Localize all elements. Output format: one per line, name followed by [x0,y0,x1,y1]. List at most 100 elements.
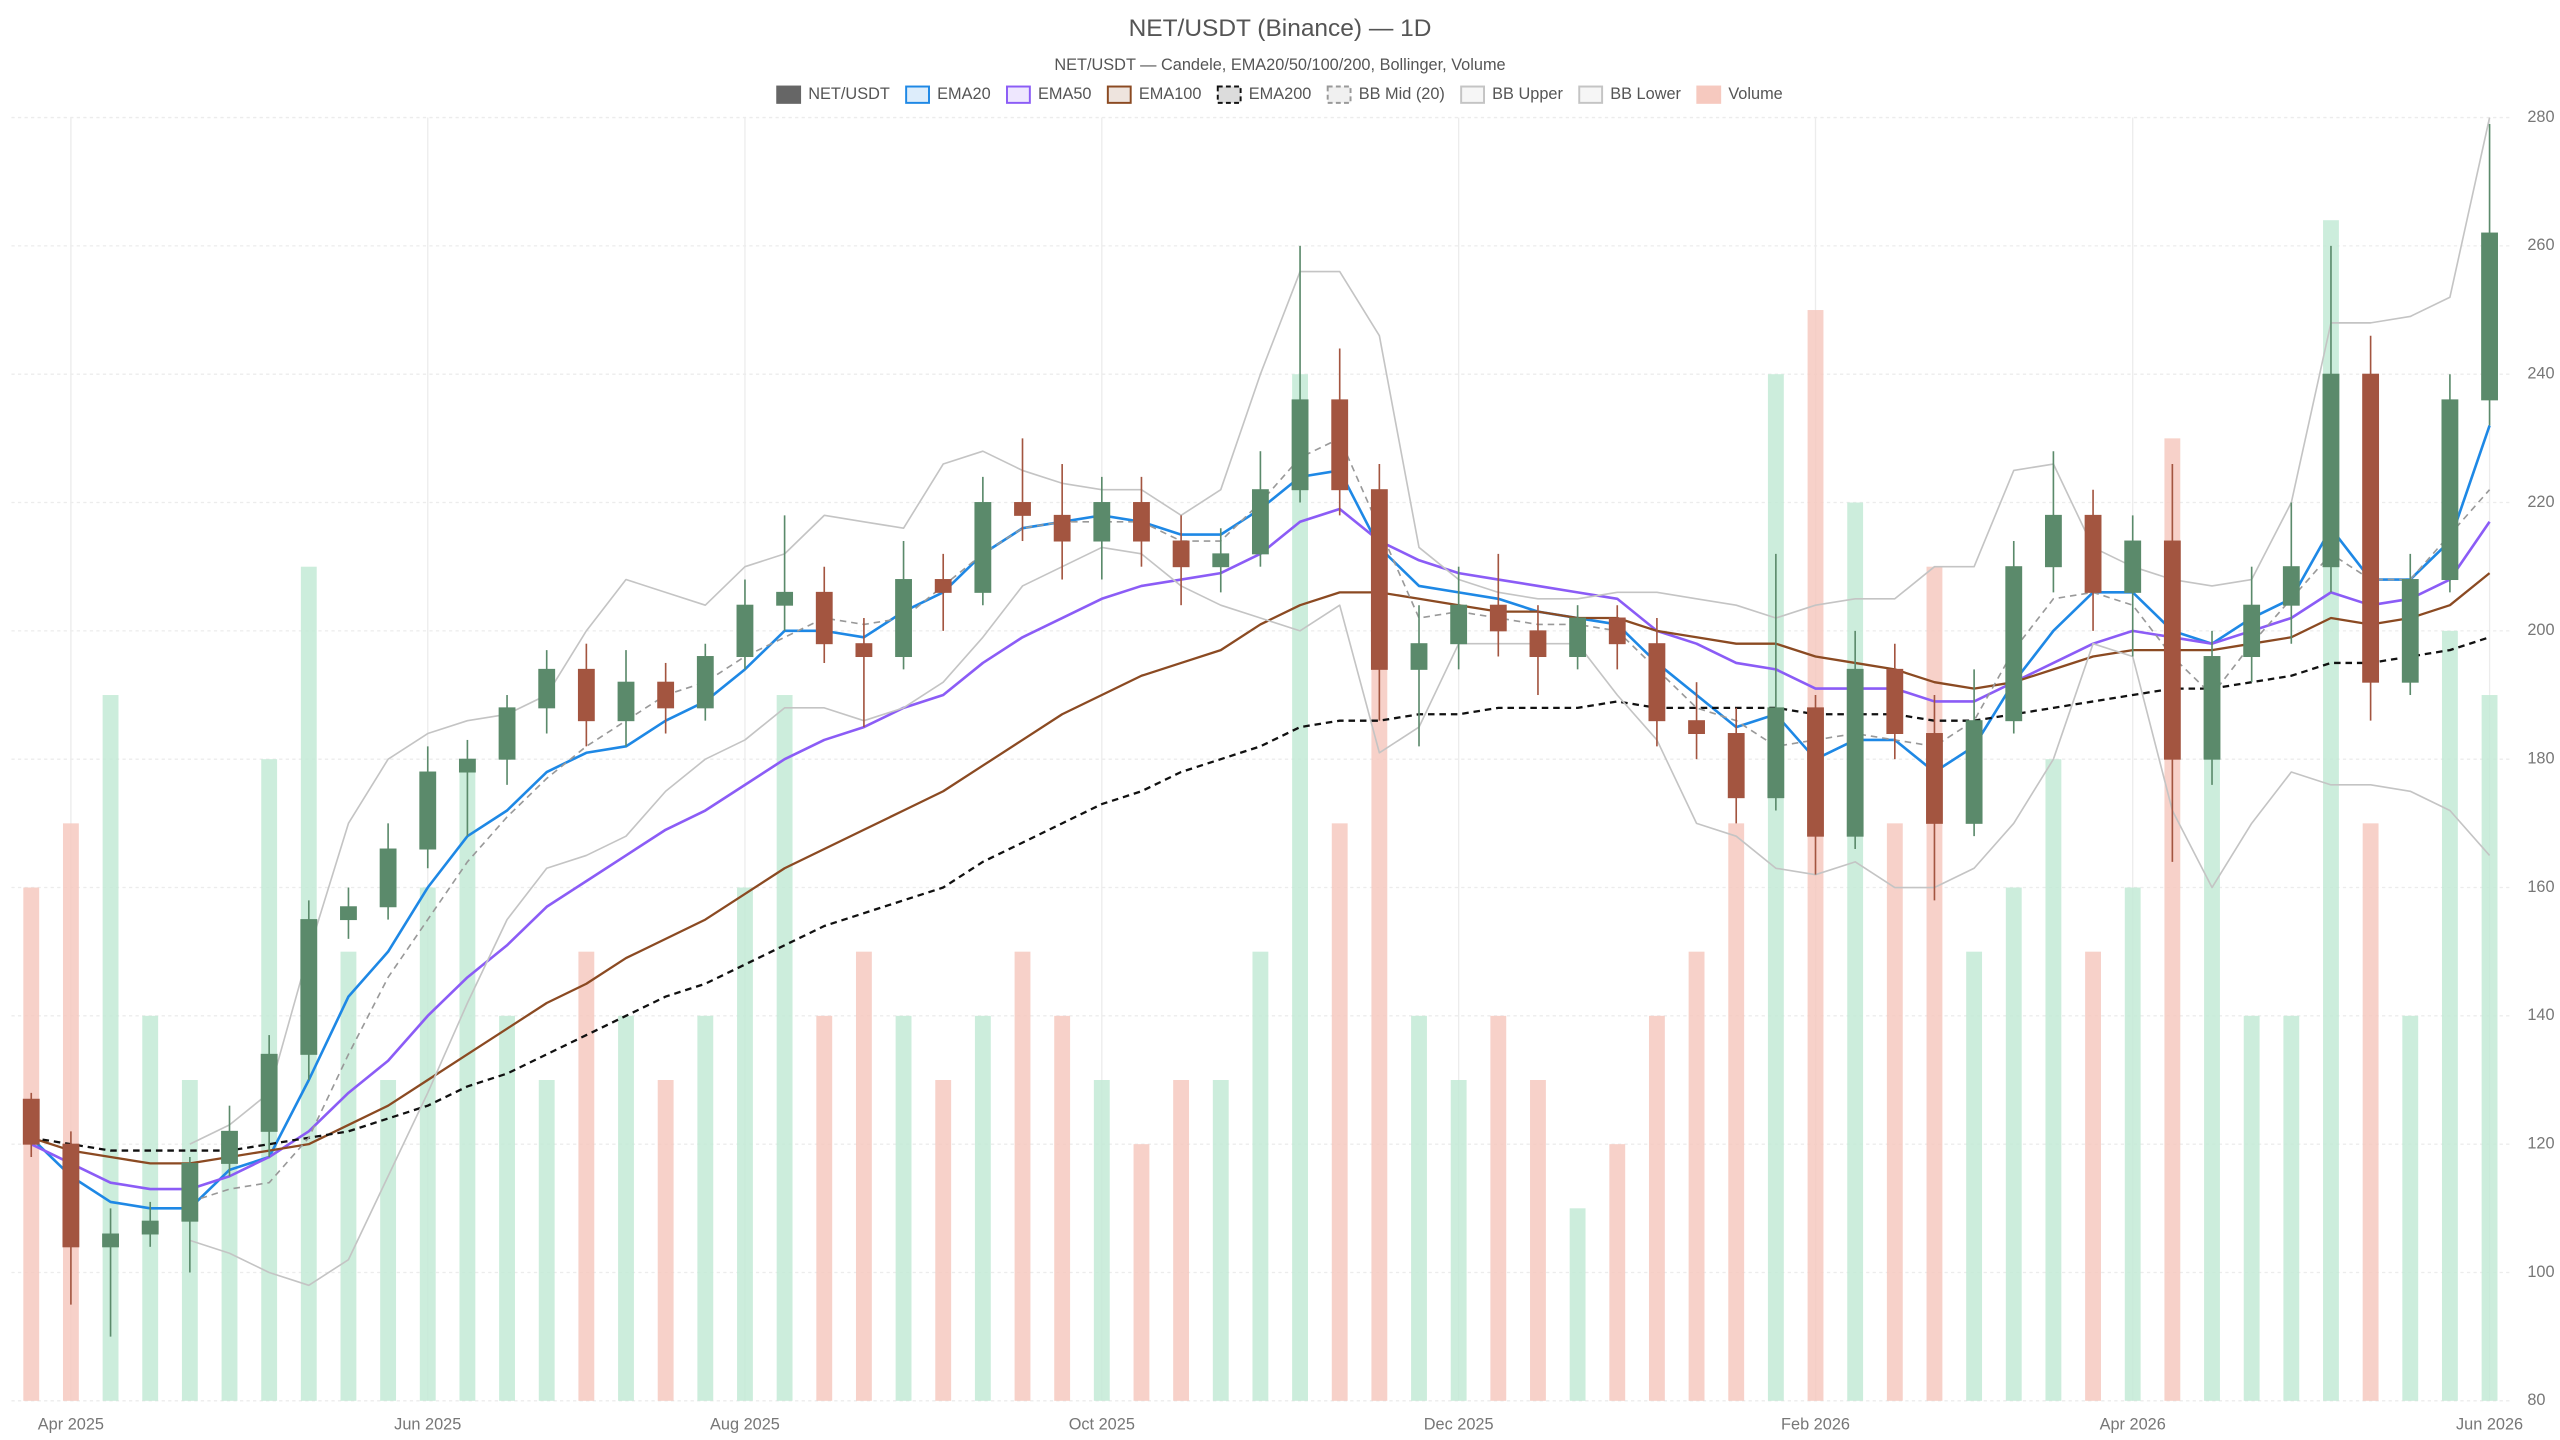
volume-bar [221,1144,238,1401]
candle-body [2282,566,2300,606]
candle-body [696,656,714,709]
y-tick-label: 120 [2527,1134,2554,1152]
candle-body [2481,232,2498,401]
x-tick-label: Jun 2026 [2456,1416,2523,1434]
volume-bar [2441,630,2458,1401]
candle-body [1926,733,1943,824]
volume-bar [1411,1015,1427,1401]
candle-body [1489,604,1507,632]
candle-body [2401,579,2419,683]
candle-body [2084,514,2102,593]
legend-label: EMA100 [1139,85,1202,103]
volume-bar [2124,887,2141,1401]
legend-label: NET/USDT [808,85,890,103]
x-tick-label: Aug 2025 [710,1416,780,1434]
volume-bar [1530,1080,1546,1401]
y-tick-label: 100 [2527,1263,2554,1281]
legend-item: EMA200 [1216,85,1312,104]
volume-bar [380,1080,397,1401]
y-tick-label: 280 [2527,108,2554,126]
candle-body [617,681,635,722]
volume-bar [1331,823,1348,1401]
candle-body [1569,617,1587,658]
volume-bar [1173,1080,1190,1401]
candle-body [498,707,516,760]
volume-bar [102,695,119,1401]
volume-bar [1688,951,1705,1401]
line-series [31,636,2490,1152]
candle-body [895,579,912,658]
candle-body [1410,643,1428,670]
x-tick-label: Dec 2025 [1424,1416,1494,1434]
chart-subtitle: NET/USDT — Candele, EMA20/50/100/200, Bo… [1054,56,1505,74]
candle-body [141,1220,159,1235]
candle-body [1807,707,1824,837]
line-series [189,117,2491,1145]
volume-bar [538,1080,555,1401]
volume-bar [895,1015,912,1401]
y-tick-label: 200 [2527,621,2554,639]
volume-bar [2481,695,2498,1401]
volume-bar [2085,951,2101,1401]
candle-body [2124,540,2142,593]
legend-swatch [1578,85,1604,104]
candle-body [2005,566,2023,722]
y-tick-label: 180 [2527,749,2554,767]
volume-bar [1371,630,1388,1401]
volume-bar [2243,1015,2260,1401]
candle-body [62,1143,80,1248]
legend-label: Volume [1728,85,1782,103]
candle-body [181,1162,199,1222]
legend-label: EMA200 [1249,85,1312,103]
candle-body [1093,502,1111,542]
candle-body [102,1233,119,1248]
candle-body [1133,502,1150,542]
candle-body [2203,656,2221,760]
candle-body [1172,540,1190,568]
volume-bar [62,823,79,1401]
legend-label: BB Upper [1492,85,1563,103]
volume-bar [1212,1080,1229,1401]
y-tick-label: 80 [2527,1391,2545,1409]
legend-item: NET/USDT [776,85,890,104]
legend-swatch [905,85,930,104]
legend-item: EMA50 [1006,85,1092,104]
volume-bar [1648,1015,1665,1401]
candle-body [1529,630,1547,658]
candle-body [340,906,357,921]
candle-body [1608,617,1626,645]
volume-bar [1767,374,1784,1401]
candle-body [1886,668,1904,735]
candle-body [300,919,318,1055]
volume-bar [816,1015,833,1401]
candle-body [221,1130,238,1164]
line-series [189,546,2491,1287]
legend-swatch [776,85,802,104]
legend-swatch [1006,85,1031,104]
candle-body [458,758,476,773]
volume-bar [1966,951,1983,1401]
chart-title: NET/USDT (Binance) — 1D [1129,15,1432,42]
volume-bar [776,695,793,1401]
volume-bar [1450,1080,1467,1401]
volume-bar [935,1080,952,1401]
legend-label: BB Lower [1610,85,1681,103]
y-tick-label: 240 [2527,365,2554,383]
volume-layer [23,220,2498,1401]
candle-body [815,591,833,645]
candle-body [855,643,873,658]
candle-body [538,668,556,709]
volume-bar [578,951,595,1401]
candle-body [1846,668,1864,837]
volume-bar [657,1080,674,1401]
candle-body [2322,373,2340,568]
candle-body [1212,553,1230,568]
candle-body [419,771,437,850]
candle-body [1767,707,1785,799]
volume-bar [1014,951,1031,1401]
volume-bar [1093,1080,1110,1401]
x-tick-label: Oct 2025 [1069,1416,1135,1434]
candle-body [1727,733,1745,799]
volume-bar [1569,1208,1586,1401]
volume-bar [697,1015,714,1401]
